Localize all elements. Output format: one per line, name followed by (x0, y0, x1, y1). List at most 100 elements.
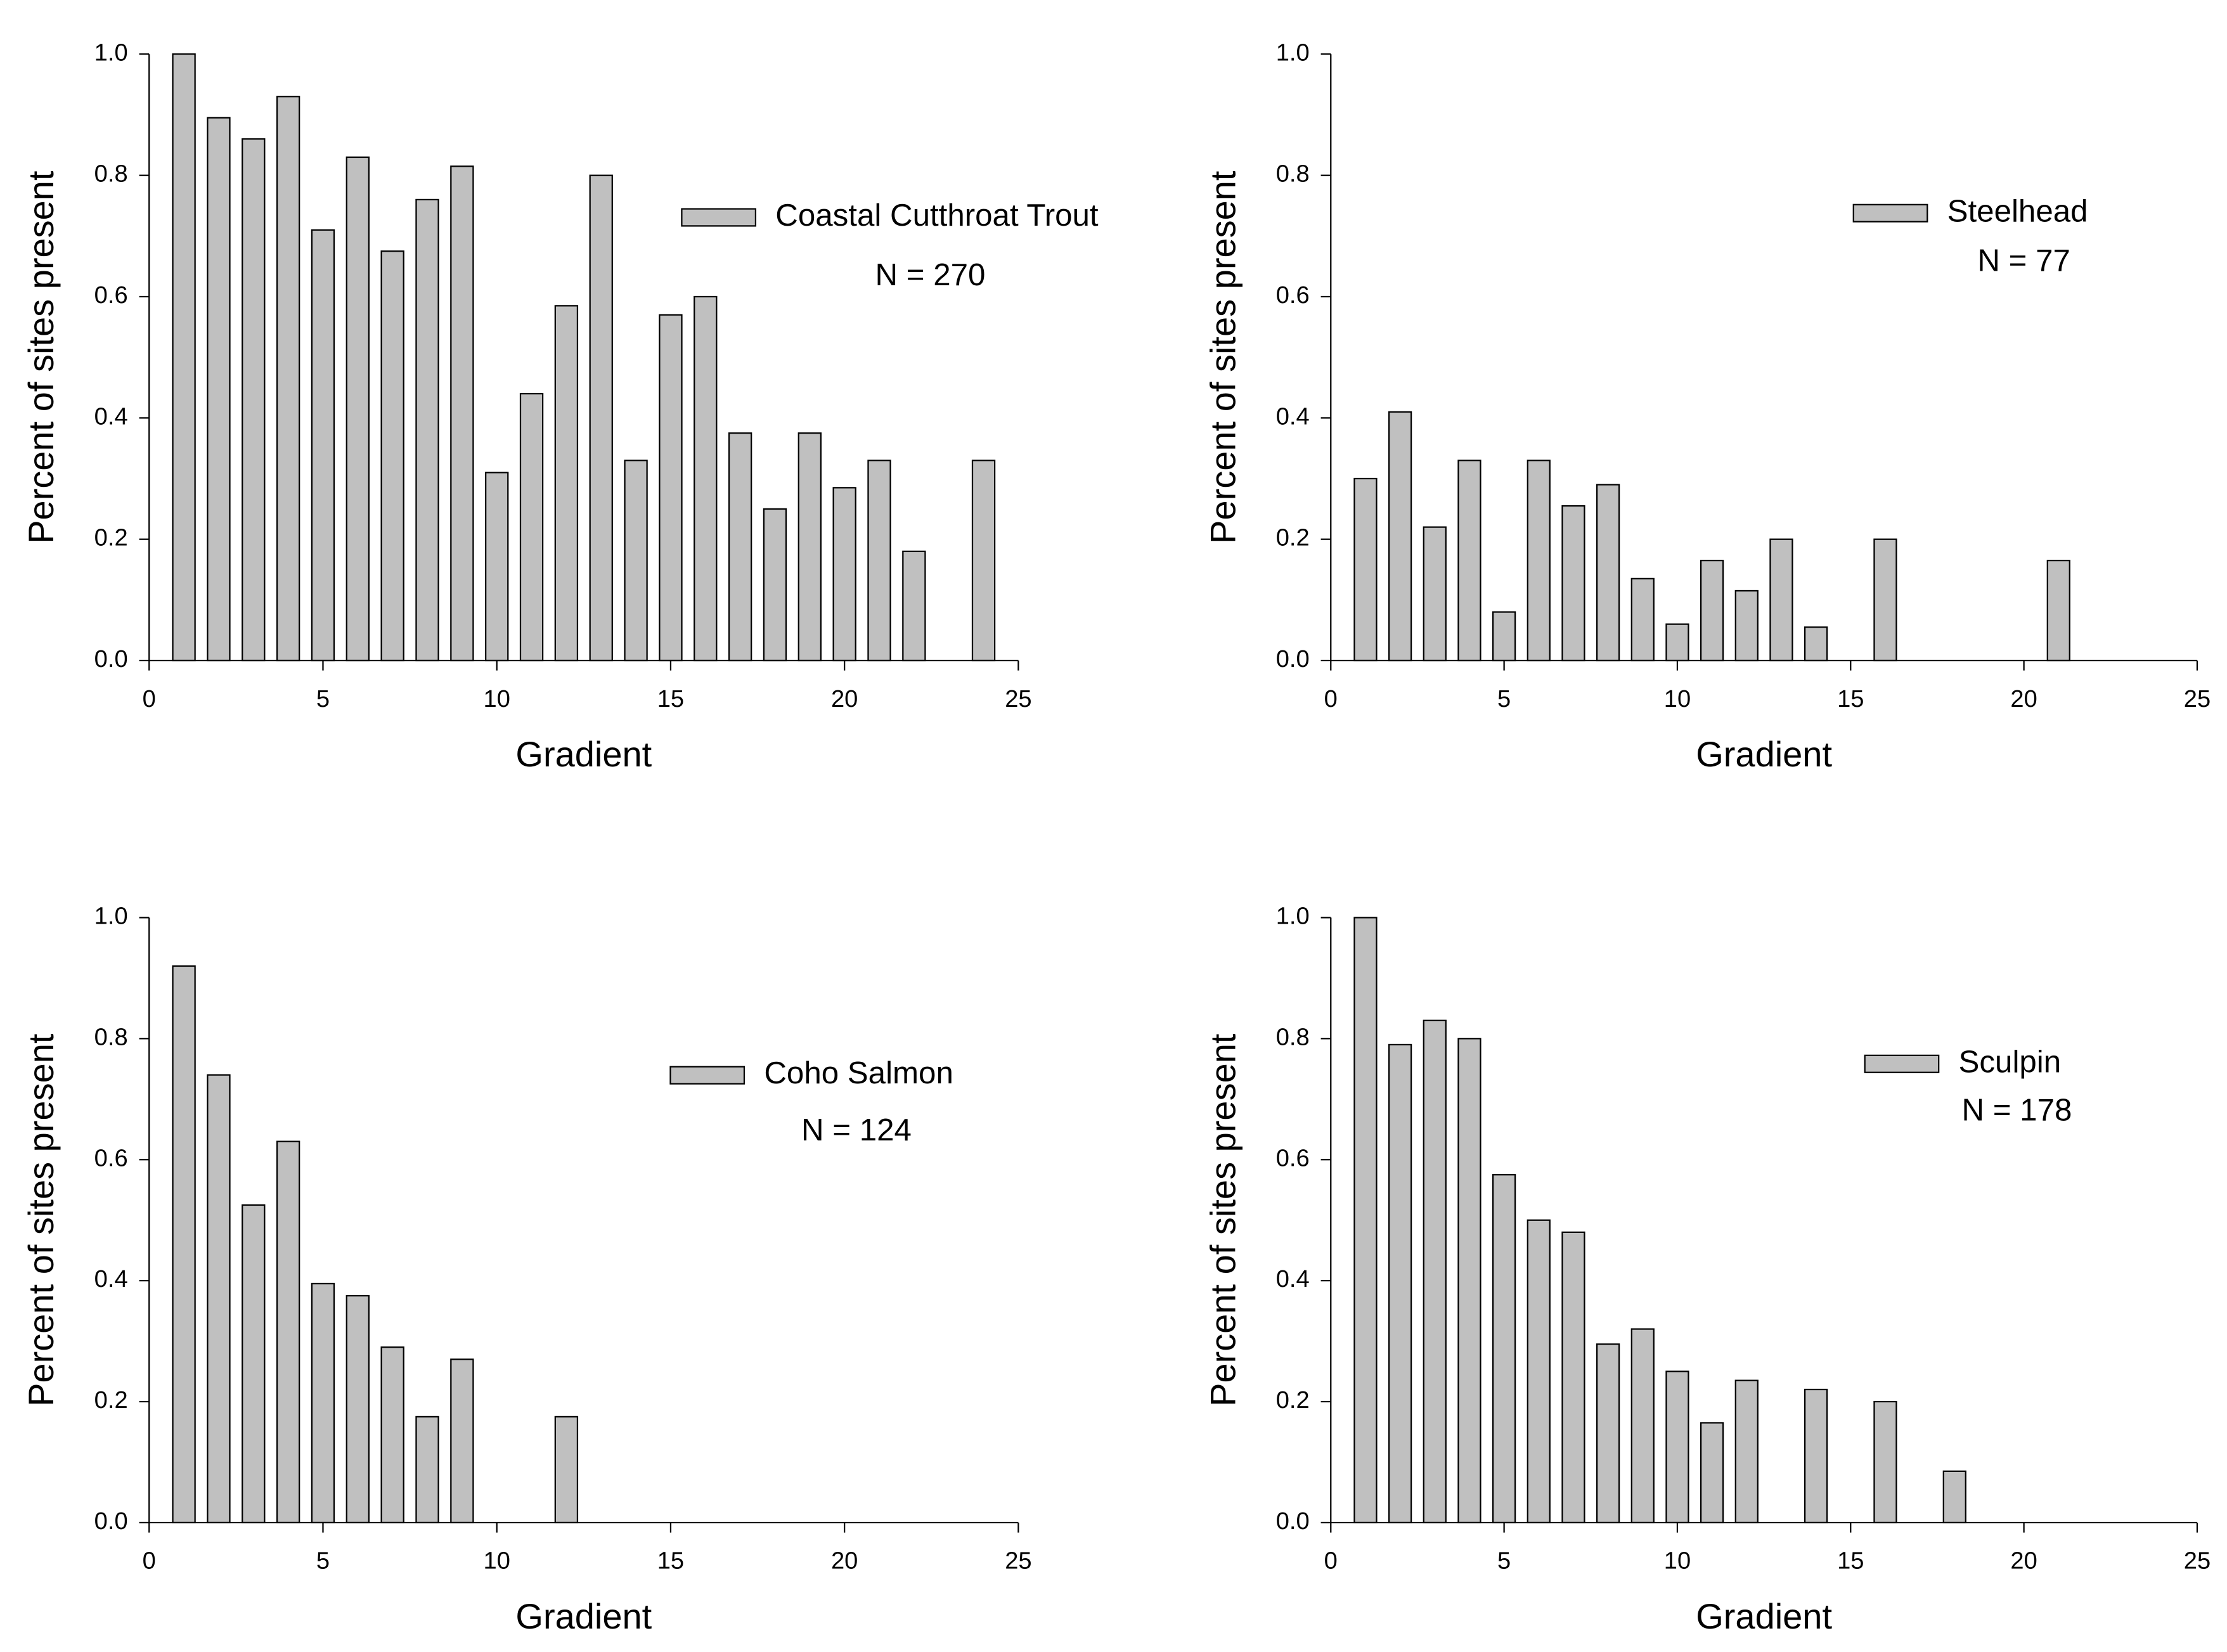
x-tick-label: 0 (143, 686, 156, 713)
annotation: N = 77 (1977, 243, 2070, 278)
legend-label: Coastal Cutthroat Trout (775, 198, 1099, 233)
bar (1353, 477, 1378, 662)
annotation: N = 178 (1961, 1092, 2072, 1127)
bar (1527, 1219, 1551, 1524)
y-tick-label: 0.6 (94, 282, 128, 309)
bar (867, 460, 891, 662)
bar (1665, 623, 1689, 662)
bar (1492, 1174, 1516, 1524)
bar (1734, 590, 1759, 662)
y-tick-label: 0.4 (1276, 1266, 1310, 1293)
bar (624, 460, 648, 662)
bar (1665, 1371, 1689, 1524)
x-tick-label: 10 (484, 686, 510, 713)
bar (1873, 1400, 1897, 1524)
y-tick-label: 0.0 (94, 1508, 128, 1535)
x-tick-label: 15 (1837, 686, 1864, 713)
bar (1527, 460, 1551, 662)
y-tick-label: 0.2 (94, 525, 128, 552)
bar (1804, 1388, 1828, 1524)
bar (242, 138, 266, 662)
y-tick-label: 0.8 (1276, 1024, 1310, 1050)
x-tick-label: 5 (1497, 1548, 1511, 1575)
bar (1873, 538, 1897, 662)
x-tick-label: 25 (2184, 1548, 2211, 1575)
x-tick-label: 25 (1005, 1548, 1031, 1575)
x-axis-label: Gradient (1696, 734, 1832, 774)
bar (450, 165, 474, 662)
x-tick-label: 15 (1837, 1548, 1864, 1575)
bar (1942, 1470, 1966, 1524)
bar (1630, 1328, 1655, 1524)
legend-swatch (669, 1066, 746, 1085)
bar (415, 1416, 439, 1524)
x-tick-label: 5 (316, 1548, 330, 1575)
bar (276, 1140, 300, 1524)
legend-swatch (1852, 203, 1928, 223)
bar (380, 1346, 404, 1524)
bar (207, 117, 231, 662)
bar (554, 305, 579, 662)
x-axis-label: Gradient (515, 1596, 652, 1636)
bar (1353, 917, 1378, 1524)
x-tick-label: 0 (1324, 686, 1338, 713)
bar (172, 965, 196, 1524)
bar (1734, 1379, 1759, 1524)
y-axis-label: Percent of sites present (21, 171, 61, 544)
x-tick-label: 15 (657, 1548, 684, 1575)
y-tick-label: 0.4 (94, 1266, 128, 1293)
bar (589, 174, 613, 662)
bar (1423, 1019, 1447, 1524)
bar (450, 1358, 474, 1524)
x-axis-label: Gradient (1696, 1596, 1832, 1636)
bar (832, 487, 856, 662)
x-tick-label: 20 (831, 686, 858, 713)
legend-swatch (1864, 1054, 1940, 1073)
bar (345, 1294, 370, 1524)
bar (2046, 560, 2070, 662)
y-tick-label: 0.6 (94, 1145, 128, 1171)
legend-swatch (681, 208, 757, 227)
y-axis-label: Percent of sites present (1203, 1033, 1243, 1407)
bar (554, 1416, 579, 1524)
y-tick-label: 0.4 (94, 403, 128, 430)
y-tick-label: 0.0 (1276, 646, 1310, 673)
x-tick-label: 10 (484, 1548, 510, 1575)
x-tick-label: 10 (1664, 686, 1691, 713)
y-axis-label: Percent of sites present (21, 1033, 61, 1407)
bar (1388, 411, 1412, 662)
bar (728, 432, 752, 662)
x-tick-label: 25 (1005, 686, 1031, 713)
y-tick-label: 1.0 (1276, 903, 1310, 930)
x-tick-label: 20 (2010, 1548, 2037, 1575)
bar (1492, 611, 1516, 662)
legend-label: Sculpin (1959, 1044, 2062, 1079)
bar (207, 1074, 231, 1524)
x-tick-label: 10 (1664, 1548, 1691, 1575)
bar (242, 1204, 266, 1524)
x-tick-label: 5 (316, 686, 330, 713)
y-tick-label: 0.6 (1276, 282, 1310, 309)
x-axis-label: Gradient (515, 734, 652, 774)
bar (1596, 484, 1620, 662)
y-tick-label: 1.0 (1276, 39, 1310, 66)
bar (1700, 1422, 1724, 1524)
y-tick-label: 0.6 (1276, 1145, 1310, 1171)
bar (1596, 1343, 1620, 1524)
y-tick-label: 0.0 (1276, 1508, 1310, 1535)
bar (276, 96, 300, 662)
bar (902, 550, 926, 662)
x-tick-label: 0 (143, 1548, 156, 1575)
y-tick-label: 1.0 (94, 39, 128, 66)
y-tick-label: 0.0 (94, 646, 128, 673)
bar (1804, 626, 1828, 662)
y-tick-label: 0.4 (1276, 403, 1310, 430)
bar (659, 314, 683, 662)
legend-label: Coho Salmon (764, 1055, 953, 1090)
bar (1423, 526, 1447, 662)
y-tick-label: 0.8 (94, 161, 128, 188)
x-tick-label: 15 (657, 686, 684, 713)
legend-label: Steelhead (1947, 193, 2088, 228)
